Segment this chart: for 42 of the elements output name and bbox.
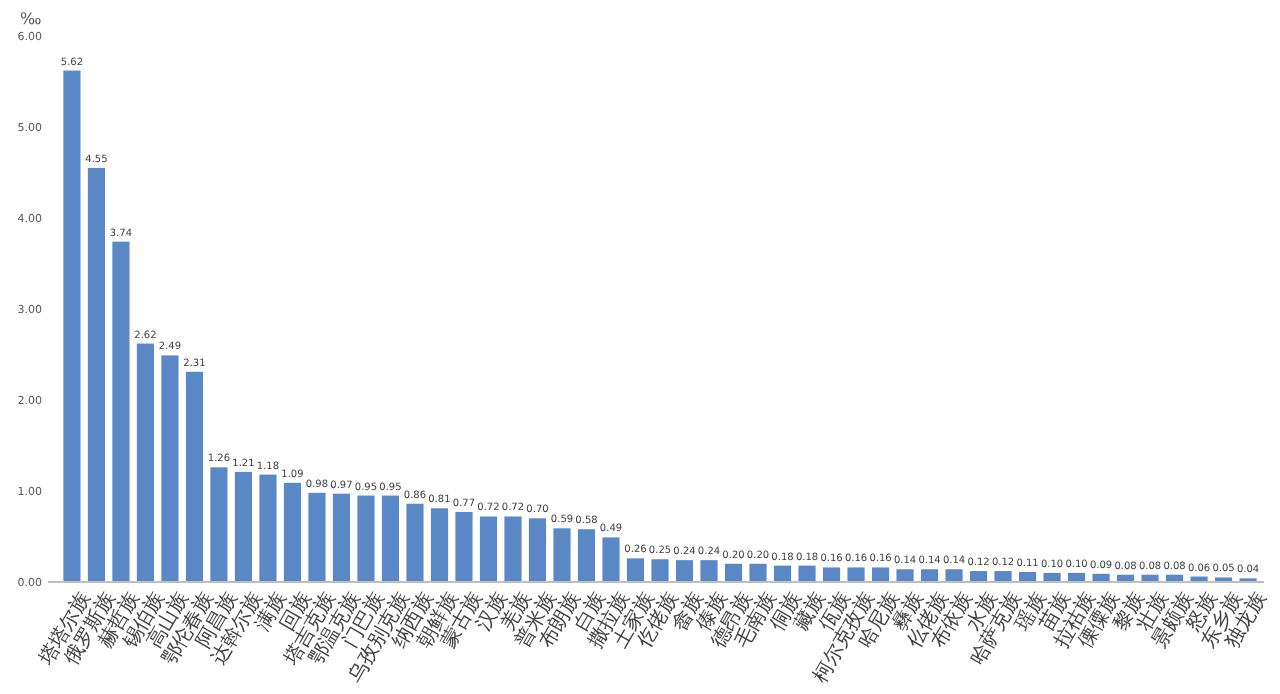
bar: [161, 355, 179, 582]
bar: [700, 560, 718, 582]
bar: [87, 167, 106, 582]
bar: [479, 516, 498, 582]
bar: [406, 503, 424, 582]
bar: [651, 559, 669, 582]
bar: [504, 516, 522, 582]
bar: [602, 537, 620, 582]
bar: [945, 569, 963, 582]
bar: [185, 371, 204, 582]
bar: [871, 567, 890, 582]
bar: [675, 560, 694, 582]
bar: [283, 482, 302, 582]
bar: [357, 495, 375, 582]
bar: [332, 493, 351, 582]
y-axis-title: ‰: [20, 10, 42, 28]
bar: [822, 567, 841, 582]
bar: [308, 492, 326, 582]
bar: [210, 467, 228, 582]
bar: [798, 565, 816, 582]
bar: [896, 569, 914, 582]
bar: [455, 511, 473, 582]
bar: [847, 567, 865, 582]
bar: [577, 529, 596, 582]
bar: [136, 343, 155, 582]
bar: [969, 571, 988, 582]
bar: [994, 571, 1012, 582]
bar: [724, 563, 743, 582]
bar: [112, 241, 130, 582]
bar: [773, 565, 792, 582]
bar: [381, 495, 400, 582]
bar: [626, 558, 645, 582]
bar: [1092, 573, 1110, 582]
bar: [63, 70, 81, 582]
bar: [430, 508, 449, 582]
bar: [528, 518, 547, 582]
bar: [234, 471, 253, 582]
bar: [1043, 572, 1061, 582]
bar: [553, 528, 571, 582]
bar: [749, 563, 767, 582]
bar: [920, 569, 939, 582]
bar: [259, 474, 277, 582]
